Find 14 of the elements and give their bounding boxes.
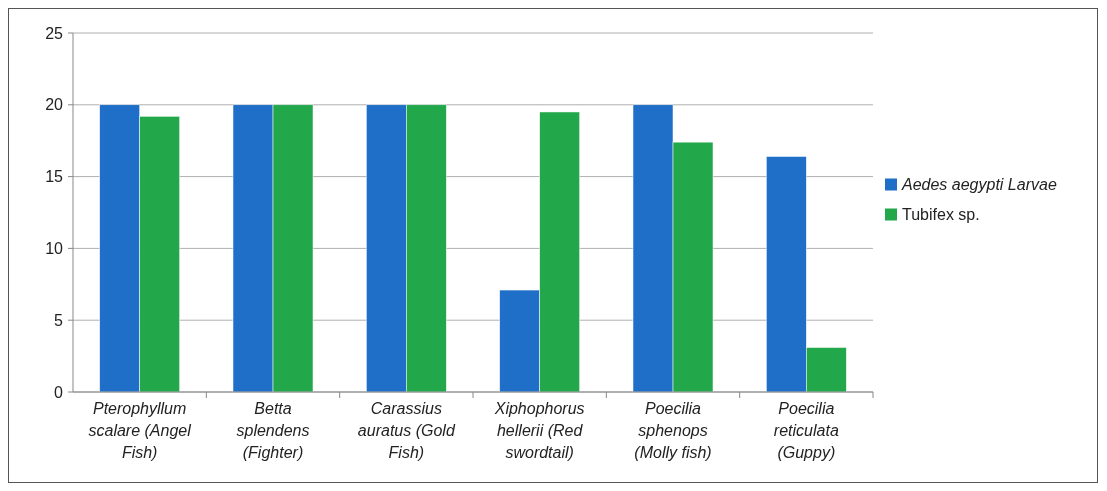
x-tick-label: Pterophyllum scalare (Angel Fish) <box>88 400 192 461</box>
x-tick-label: Carassius auratus (Gold Fish) <box>357 400 456 461</box>
x-tick-label: Poecilia reticulata (Guppy) <box>773 400 839 461</box>
y-tick-label: 25 <box>45 24 64 42</box>
x-tick-label: Xiphophorus hellerii (Red swordtail) <box>493 400 585 461</box>
x-tick-label: Betta splendens (Fighter) <box>236 400 310 461</box>
legend-label: Tubifex sp. <box>902 206 980 224</box>
y-tick-label: 5 <box>54 311 64 329</box>
y-tick-label: 15 <box>45 168 64 186</box>
y-tick-label: 10 <box>45 240 64 257</box>
x-tick-label: Poecilia sphenops (Molly fish) <box>634 400 712 461</box>
y-tick-label: 20 <box>45 96 64 114</box>
legend-label: Aedes aegypti Larvae <box>901 176 1057 194</box>
y-tick-label: 0 <box>54 383 64 401</box>
